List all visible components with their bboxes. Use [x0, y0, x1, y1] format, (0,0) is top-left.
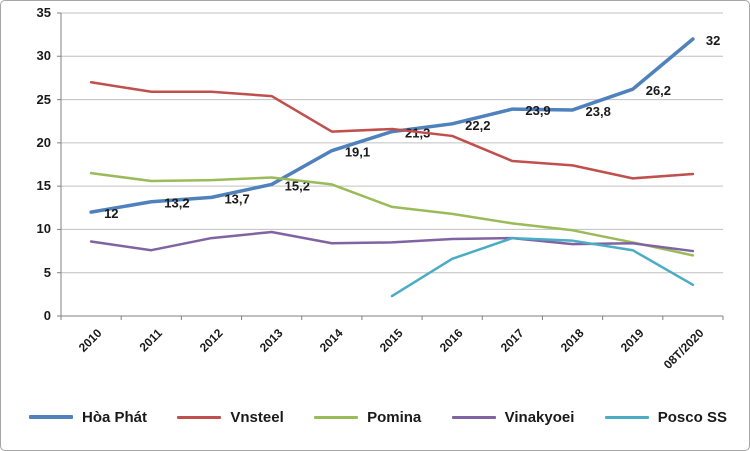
y-axis-label: 5 [43, 264, 51, 280]
legend-label-posco-ss: Posco SS [657, 408, 727, 426]
legend-label-hoa-phat: Hòa Phát [82, 408, 148, 426]
data-label-hoa-phat: 22,2 [465, 118, 490, 133]
data-label-hoa-phat: 13,2 [164, 196, 189, 211]
y-axis-label: 0 [43, 308, 51, 323]
y-axis-label: 20 [36, 134, 51, 150]
chart-legend: Hòa Phát Vnsteel Pomina Vinakyoei Posco SS [29, 403, 727, 431]
legend-label-pomina: Pomina [367, 408, 422, 426]
legend-line-swatch-pomina [314, 415, 359, 419]
data-label-hoa-phat: 26,2 [646, 83, 671, 98]
data-label-hoa-phat: 32 [706, 33, 720, 48]
legend-item-hoa-phat: Hòa Phát [29, 409, 147, 426]
legend-item-pomina: Pomina [314, 409, 421, 426]
legend-item-vinakyoei: Vinakyoei [451, 408, 575, 426]
legend-item-vnsteel: Vnsteel [177, 408, 284, 426]
series-line-posco-ss [390, 236, 695, 298]
series-line-vinakyoei [89, 230, 695, 253]
legend-line-swatch-vnsteel [177, 415, 222, 419]
series-line-pomina [89, 171, 695, 257]
legend-line-swatch-vinakyoei [451, 415, 496, 419]
legend-line-swatch-posco-ss [604, 415, 649, 419]
y-axis-label: 10 [36, 221, 51, 237]
y-axis-label: 15 [36, 178, 51, 194]
data-label-hoa-phat: 23,8 [586, 104, 611, 119]
y-axis-label: 30 [36, 48, 51, 64]
y-axis-label: 35 [36, 5, 51, 20]
legend-item-posco-ss: Posco SS [604, 408, 727, 426]
y-axis-label: 25 [36, 91, 51, 107]
data-label-hoa-phat: 19,1 [345, 145, 370, 160]
series-line-vnsteel [89, 81, 695, 180]
series-line-hoa-phat [89, 37, 695, 214]
data-label-hoa-phat: 12 [104, 206, 118, 221]
data-label-hoa-phat: 23,9 [525, 103, 550, 118]
data-label-hoa-phat: 13,7 [224, 191, 249, 206]
legend-line-swatch-hoa-phat [29, 415, 73, 419]
legend-label-vinakyoei: Vinakyoei [504, 408, 575, 426]
legend-label-vnsteel: Vnsteel [230, 408, 284, 426]
